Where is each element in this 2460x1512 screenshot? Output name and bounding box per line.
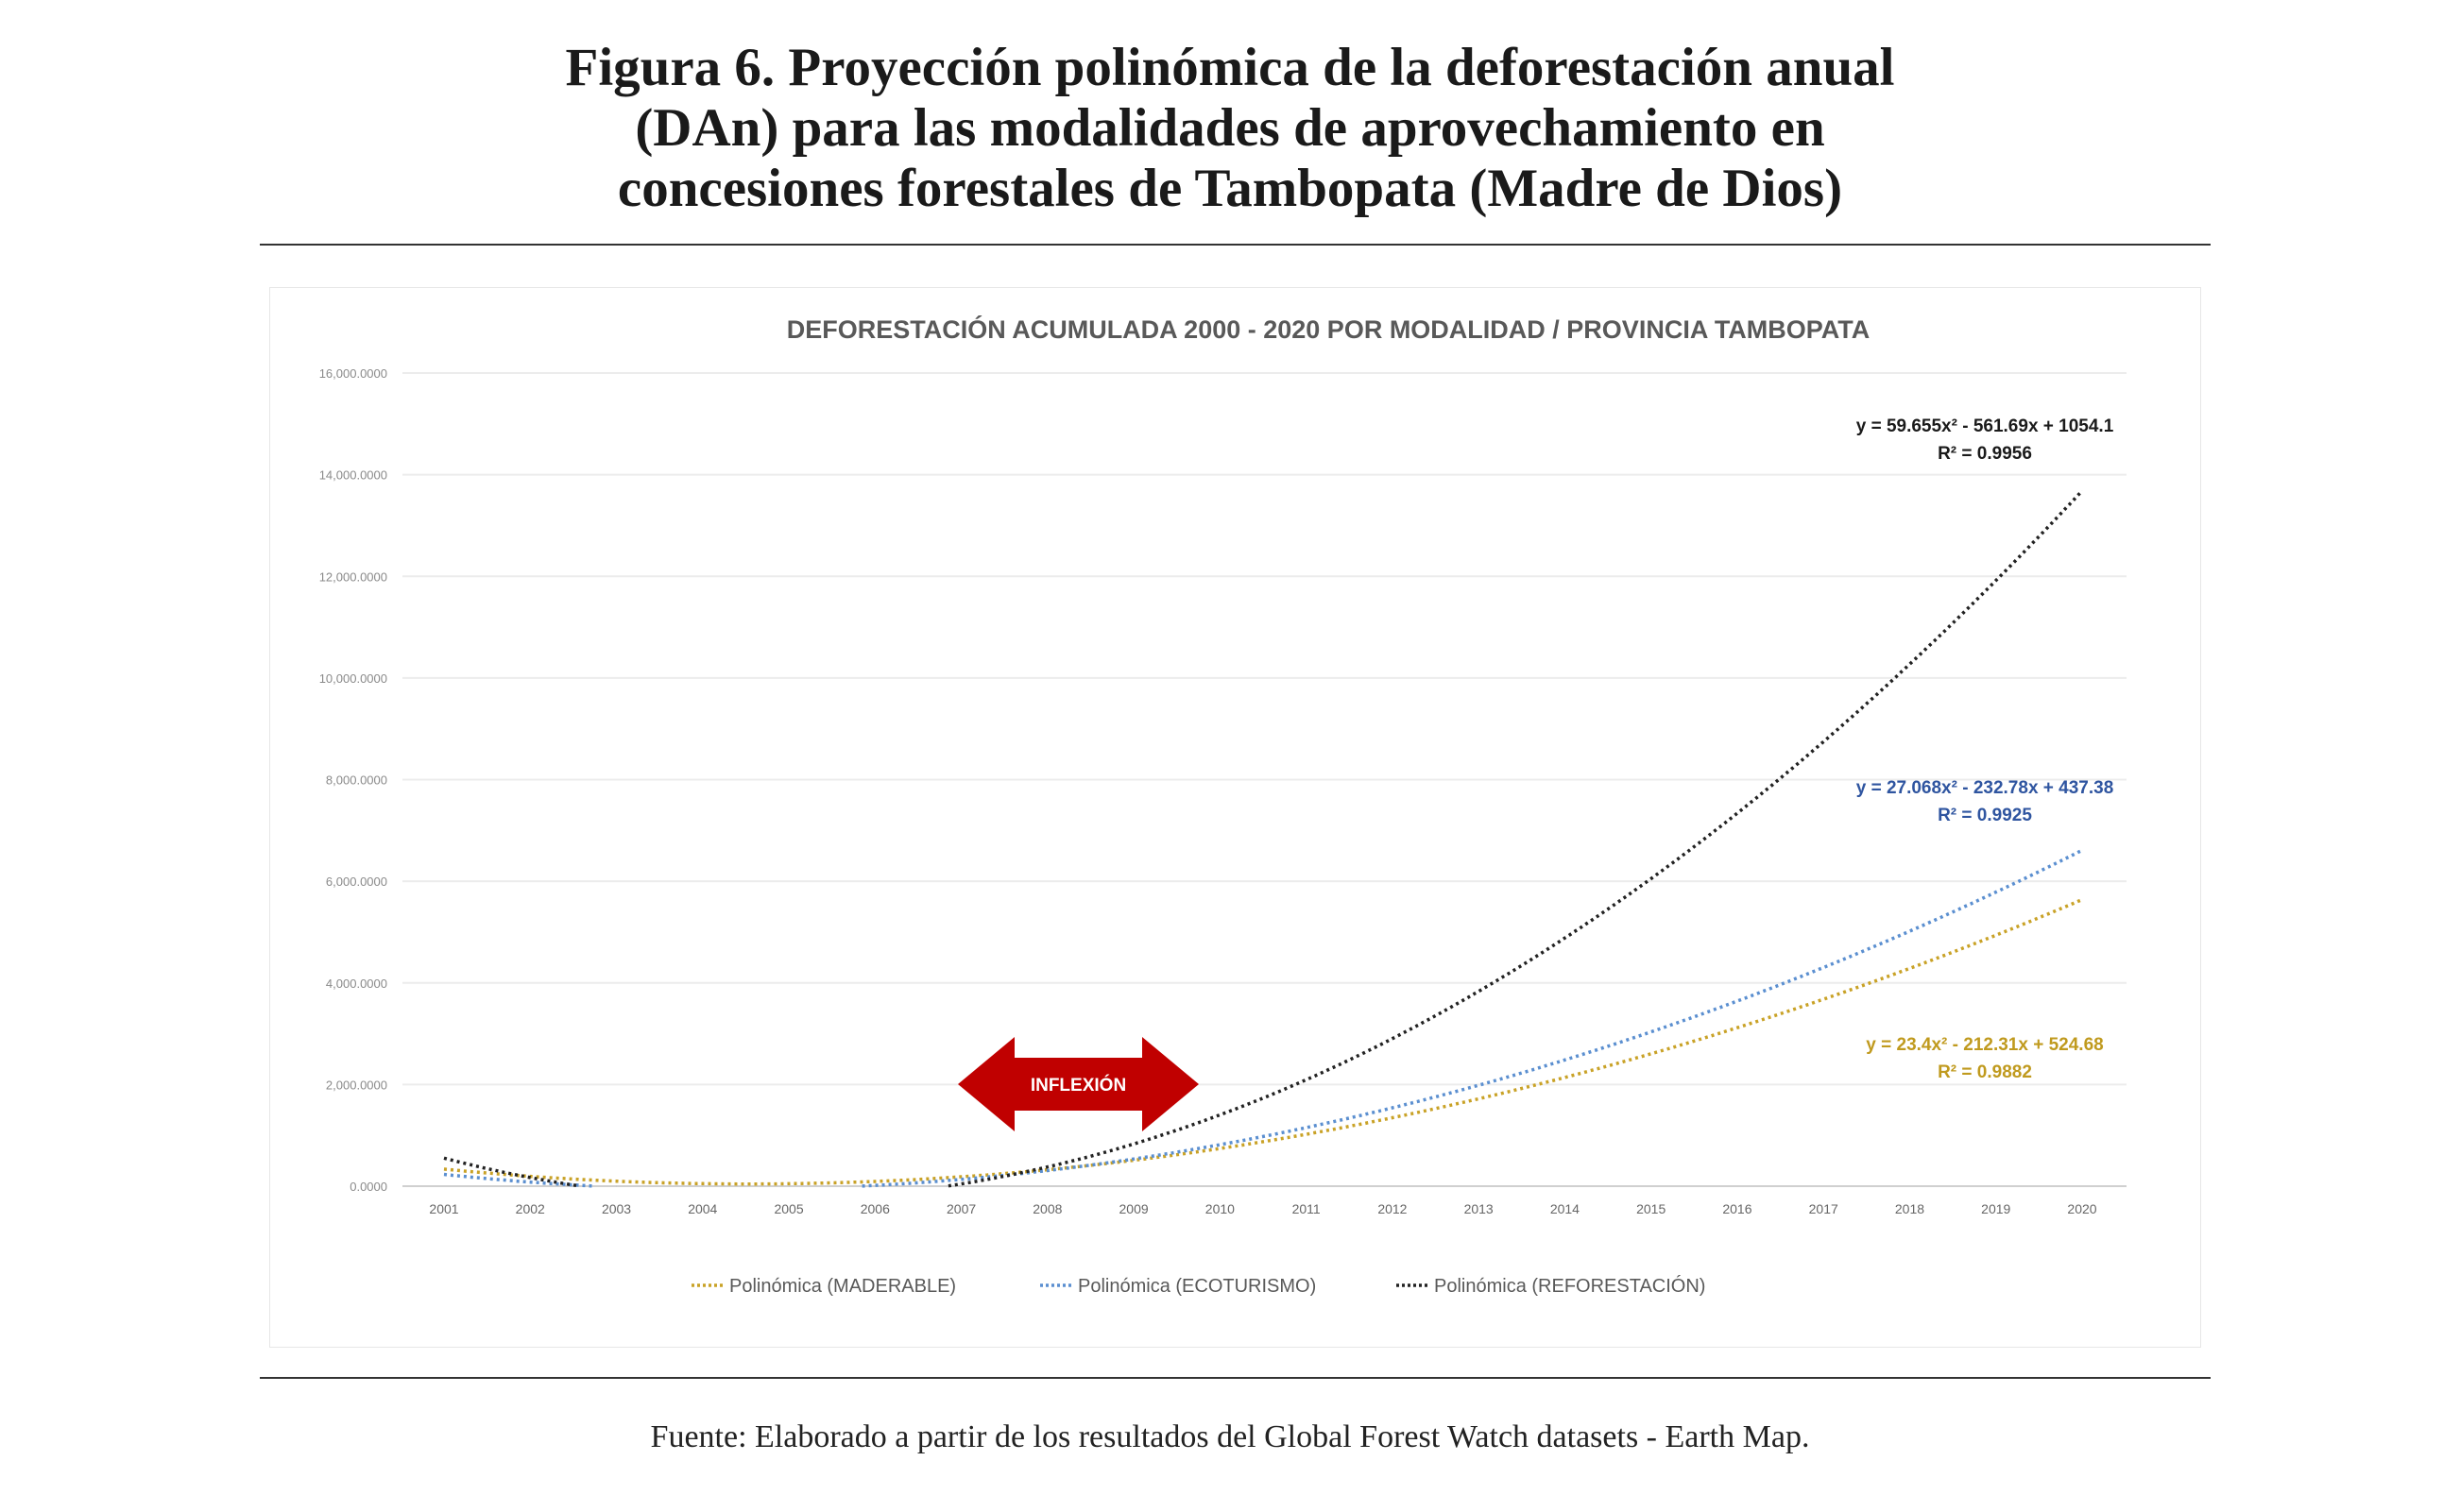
y-tick-label: 10,000.0000 [319,671,387,686]
y-tick-label: 4,000.0000 [326,977,387,991]
inflexion-arrow: INFLEXIÓN [958,1037,1199,1131]
y-tick-label: 16,000.0000 [319,366,387,381]
x-tick-label: 2006 [861,1201,890,1216]
x-tick-label: 2017 [1809,1201,1838,1216]
x-tick-label: 2020 [2067,1201,2096,1216]
inflexion-arrow-shape [958,1037,1199,1131]
x-tick-label: 2011 [1292,1201,1321,1216]
trend-r2: R² = 0.9956 [1938,444,2032,464]
x-tick-label: 2018 [1895,1201,1924,1216]
figure-title: Figura 6. Proyección polinómica de la de… [0,38,2460,219]
figure-title-line: (DAn) para las modalidades de aprovecham… [635,98,1825,158]
x-tick-label: 2001 [429,1201,458,1216]
chart-svg: DEFORESTACIÓN ACUMULADA 2000 - 2020 POR … [319,314,2127,1297]
legend-label: Polinómica (ECOTURISMO) [1078,1276,1316,1297]
x-tick-label: 2010 [1205,1201,1235,1216]
figure-title-line: concesiones forestales de Tambopata (Mad… [617,159,1843,218]
x-tick-label: 2013 [1464,1201,1494,1216]
chart-title: DEFORESTACIÓN ACUMULADA 2000 - 2020 POR … [787,314,1871,344]
y-tick-label: 6,000.0000 [326,875,387,889]
legend-item: Polinómica (ECOTURISMO) [1040,1276,1316,1297]
trend-equation: y = 59.655x² - 561.69x + 1054.1 [1856,416,2114,436]
y-tick-label: 14,000.0000 [319,468,387,483]
x-tick-label: 2015 [1636,1201,1666,1216]
trend-equation: y = 27.068x² - 232.78x + 437.38 [1856,778,2114,798]
y-tick-label: 8,000.0000 [326,773,387,788]
top-rule [260,244,2211,246]
x-tick-label: 2012 [1377,1201,1407,1216]
inflexion-label: INFLEXIÓN [1031,1075,1126,1096]
x-tick-label: 2007 [947,1201,976,1216]
x-tick-label: 2002 [516,1201,545,1216]
figure-source: Fuente: Elaborado a partir de los result… [650,1419,1810,1454]
x-tick-label: 2009 [1119,1201,1149,1216]
y-tick-label: 2,000.0000 [326,1078,387,1092]
y-tick-label: 0.0000 [350,1180,387,1194]
legend-item: Polinómica (MADERABLE) [692,1276,956,1297]
trendline-reforestacion [443,489,2084,1188]
legend-item: Polinómica (REFORESTACIÓN) [1396,1275,1705,1297]
x-tick-label: 2004 [688,1201,717,1216]
bottom-rule [260,1377,2211,1379]
x-tick-label: 2014 [1550,1201,1580,1216]
trend-r2: R² = 0.9925 [1938,806,2032,825]
x-tick-label: 2003 [602,1201,631,1216]
legend-label: Polinómica (MADERABLE) [729,1276,956,1297]
trendline-ecoturismo [443,848,2083,1188]
y-tick-label: 12,000.0000 [319,569,387,584]
legend-label: Polinómica (REFORESTACIÓN) [1434,1275,1705,1297]
chart: DEFORESTACIÓN ACUMULADA 2000 - 2020 POR … [269,287,2201,1348]
x-tick-label: 2008 [1033,1201,1062,1216]
trend-equation: y = 23.4x² - 212.31x + 524.68 [1866,1035,2103,1055]
figure-title-line: Figura 6. Proyección polinómica de la de… [565,38,1895,97]
trend-r2: R² = 0.9882 [1938,1062,2032,1082]
x-tick-label: 2005 [774,1201,803,1216]
x-tick-label: 2019 [1981,1201,2010,1216]
x-tick-label: 2016 [1722,1201,1751,1216]
trendline-maderable [443,897,2083,1186]
